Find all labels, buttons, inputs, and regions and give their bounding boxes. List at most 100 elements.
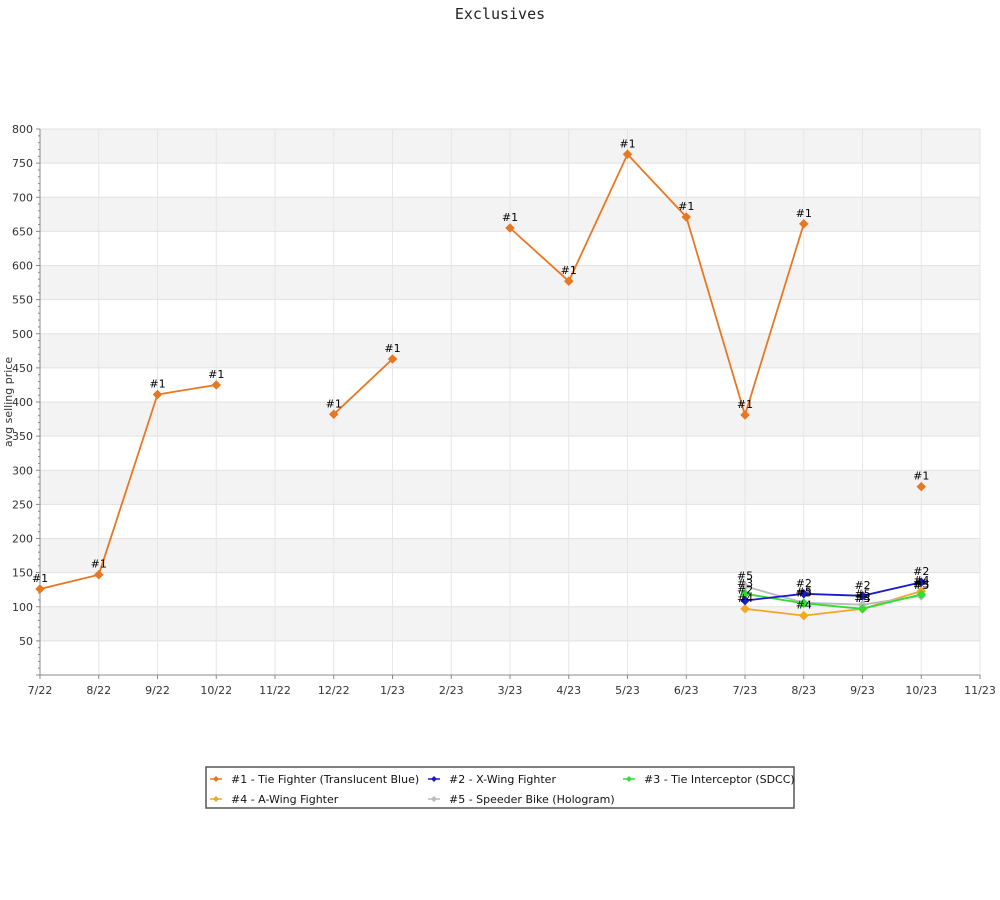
data-point [740,410,750,420]
data-point [93,569,104,580]
x-tick-label: 11/23 [964,684,996,697]
y-tick-label: 750 [12,157,33,170]
legend-swatch-marker [431,796,437,802]
axes [36,128,980,676]
legend-swatch-marker [213,796,219,802]
x-tick-label: 7/23 [733,684,758,697]
legend-label: #5 - Speeder Bike (Hologram) [449,793,615,806]
legend-item: #4 - A-Wing Fighter [210,793,339,806]
data-label: #4 [796,599,812,612]
series-line [744,592,922,610]
data-label: #5 [913,579,929,592]
series-line [509,152,805,419]
x-tick-label: 9/23 [850,684,875,697]
data-point [622,149,633,160]
data-label: #1 [326,397,342,410]
data-label: #1 [737,398,753,411]
y-tick-label: 200 [12,533,33,546]
data-point [916,481,927,492]
legend-label: #4 - A-Wing Fighter [231,793,339,806]
y-axis-ticks: 50 100 150 200 250 300 350 400 450 500 550 600 650 70… [12,123,33,648]
data-point [152,389,163,400]
data-point [798,598,809,609]
data-label: #4 [913,574,929,587]
legend-item: #1 - Tie Fighter (Translucent Blue) [210,773,419,786]
y-tick-label: 150 [12,567,33,580]
x-tick-label: 7/22 [28,684,53,697]
series-line [333,358,394,415]
data-label: #2 [913,565,929,578]
series-line [39,384,217,590]
chart-title: Exclusives [455,5,545,23]
data-label: #1 [384,342,400,355]
data-point [857,590,868,601]
legend-label: #2 - X-Wing Fighter [449,773,556,786]
data-point [387,354,398,364]
series-lines [39,152,922,617]
legend-swatch-marker [431,776,437,782]
legend-item: #3 - Tie Interceptor (SDCC) [623,773,795,786]
data-label: #1 [561,264,577,277]
data-label: #1 [619,137,635,150]
y-tick-label: 350 [12,430,33,443]
series-points [35,149,927,621]
data-label: #1 [91,558,107,571]
data-label: #3 [737,577,753,590]
data-point [563,276,574,287]
data-point [857,603,868,614]
x-tick-label: 11/22 [259,684,291,697]
data-point [798,610,809,621]
legend-item: #5 - Speeder Bike (Hologram) [428,793,615,806]
data-point [916,577,927,588]
y-tick-label: 450 [12,362,33,375]
data-point [211,380,222,390]
y-tick-label: 650 [12,225,33,238]
series-line [744,581,922,602]
data-label: #5 [737,569,753,582]
data-label: #3 [854,592,870,605]
y-tick-label: 250 [12,498,33,511]
legend: #1 - Tie Fighter (Translucent Blue) #2 - … [205,766,795,809]
legend-swatch-marker [626,776,632,782]
x-tick-label: 3/23 [498,684,523,697]
data-label: #4 [737,592,753,605]
data-label: #2 [796,577,812,590]
y-tick-label: 800 [12,123,33,136]
data-point [505,223,515,233]
y-axis-label: avg selling price [2,357,15,447]
series-line [744,585,922,606]
data-label: #5 [854,588,870,601]
x-axis-ticks: 7/22 8/22 9/22 10/22 11/22 12/22 1/23 2/23 3/23 4… [28,675,996,697]
data-label: #1 [796,207,812,220]
x-tick-label: 9/22 [145,684,170,697]
y-tick-label: 550 [12,294,33,307]
data-label: #1 [913,470,929,483]
y-tick-label: 500 [12,328,33,341]
x-tick-label: 10/22 [200,684,232,697]
data-label: #1 [32,572,48,585]
data-label: #1 [149,377,165,390]
x-tick-label: 12/22 [318,684,350,697]
data-point [35,584,45,594]
y-tick-label: 300 [12,464,33,477]
x-tick-label: 6/23 [674,684,699,697]
x-tick-label: 8/22 [86,684,111,697]
data-label: #1 [208,368,224,381]
y-tick-label: 700 [12,191,33,204]
data-point [798,219,809,229]
data-label: #3 [796,586,812,599]
legend-item: #2 - X-Wing Fighter [428,773,556,786]
legend-label: #1 - Tie Fighter (Translucent Blue) [231,773,419,786]
data-point [740,603,750,614]
x-tick-label: 2/23 [439,684,464,697]
data-labels: #4#4#4#4#5#5 #5#5#3#3 #3#3#2#2 #2#2#1#1#1#1… [32,137,929,611]
x-tick-label: 5/23 [615,684,640,697]
data-label: #2 [737,584,753,597]
legend-swatch-marker [213,776,219,782]
data-point [916,589,927,600]
y-tick-label: 100 [12,601,33,614]
data-label: #5 [796,586,812,599]
x-tick-label: 1/23 [380,684,405,697]
data-label: #1 [678,200,694,213]
